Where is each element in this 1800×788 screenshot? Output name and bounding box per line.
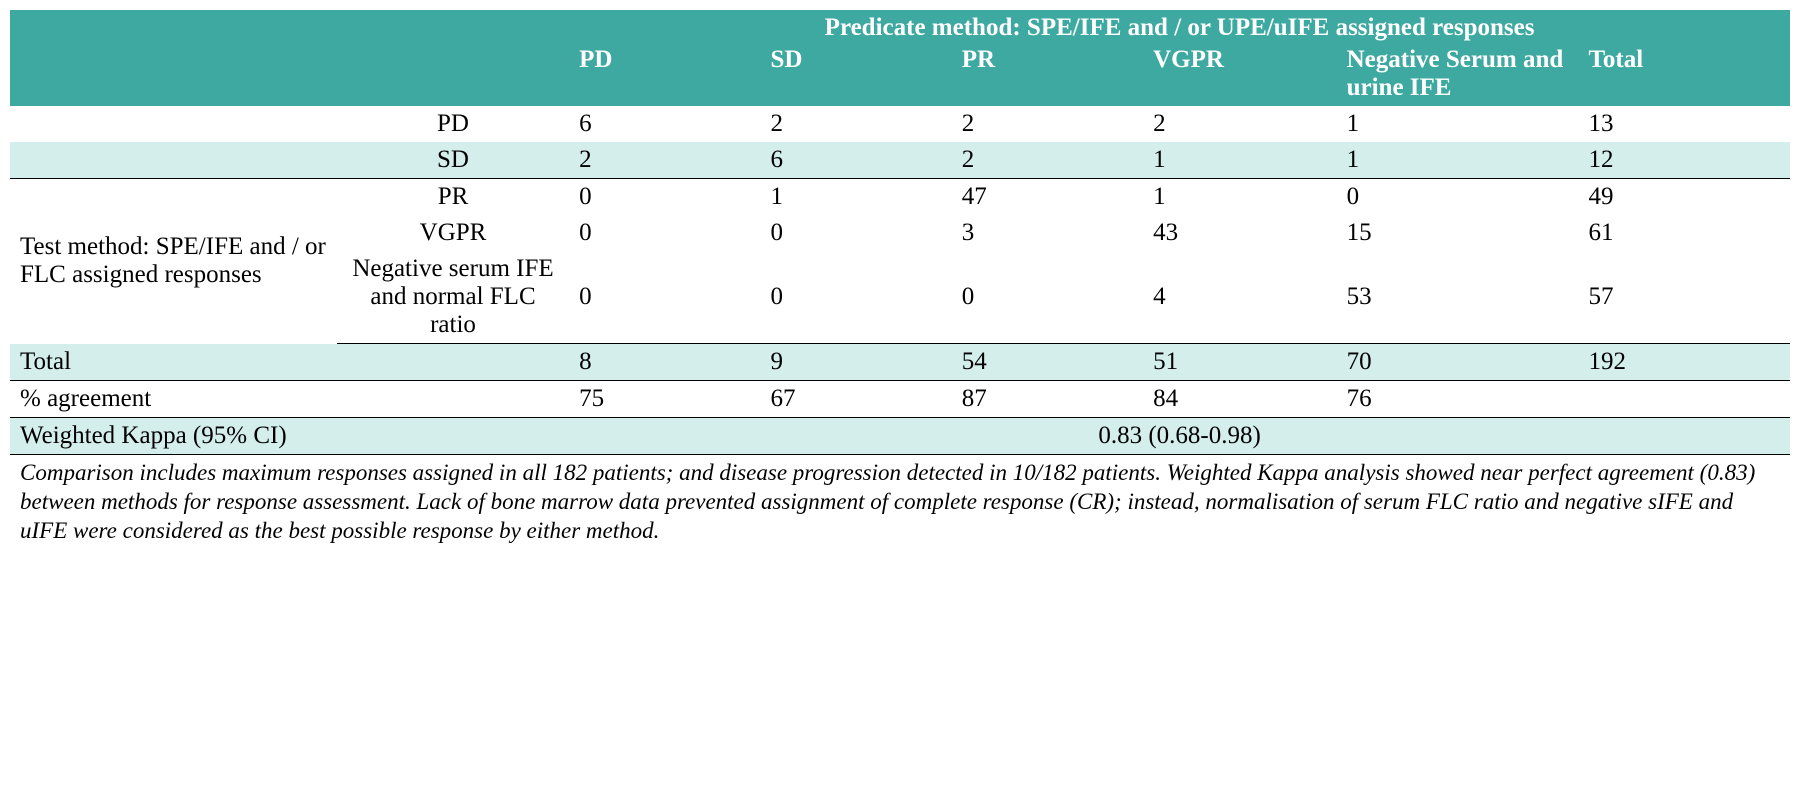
cell: 2 <box>760 106 951 142</box>
cell: 0 <box>1337 179 1579 216</box>
cell: 1 <box>1143 142 1337 179</box>
cell: 0 <box>569 215 760 251</box>
cell: 1 <box>1143 179 1337 216</box>
cell: 67 <box>760 381 951 418</box>
row-cat: VGPR <box>337 215 569 251</box>
col-pd: PD <box>569 46 760 106</box>
kappa-row: Weighted Kappa (95% CI) 0.83 (0.68-0.98) <box>10 418 1790 455</box>
col-neg: Negative Serum and urine IFE <box>1337 46 1579 106</box>
cell: 3 <box>952 215 1143 251</box>
cell: 70 <box>1337 344 1579 381</box>
cell: 0 <box>569 251 760 344</box>
agreement-label: % agreement <box>10 381 569 418</box>
table-row: PD 6 2 2 2 1 13 <box>10 106 1790 142</box>
cell <box>1579 381 1790 418</box>
table-row: SD 2 6 2 1 1 12 <box>10 142 1790 179</box>
cell: 2 <box>1143 106 1337 142</box>
table-row: Test method: SPE/IFE and / or FLC assign… <box>10 179 1790 216</box>
side-label: Test method: SPE/IFE and / or FLC assign… <box>10 179 337 344</box>
cell: 84 <box>1143 381 1337 418</box>
total-label: Total <box>10 344 569 381</box>
cell: 192 <box>1579 344 1790 381</box>
cell: 6 <box>760 142 951 179</box>
agreement-row: % agreement 75 67 87 84 76 <box>10 381 1790 418</box>
header-title-row: Predicate method: SPE/IFE and / or UPE/u… <box>10 10 1790 46</box>
cell: 12 <box>1579 142 1790 179</box>
cell: 1 <box>760 179 951 216</box>
footnote: Comparison includes maximum responses as… <box>10 455 1790 549</box>
cell: 75 <box>569 381 760 418</box>
cell: 61 <box>1579 215 1790 251</box>
cell: 47 <box>952 179 1143 216</box>
header-title: Predicate method: SPE/IFE and / or UPE/u… <box>569 10 1790 46</box>
cell: 13 <box>1579 106 1790 142</box>
header-cols-row: PD SD PR VGPR Negative Serum and urine I… <box>10 46 1790 106</box>
cell: 0 <box>760 251 951 344</box>
cell: 8 <box>569 344 760 381</box>
row-cat: PR <box>337 179 569 216</box>
cell: 87 <box>952 381 1143 418</box>
cell: 0 <box>952 251 1143 344</box>
cell: 2 <box>952 142 1143 179</box>
cell: 6 <box>569 106 760 142</box>
col-pr: PR <box>952 46 1143 106</box>
kappa-label: Weighted Kappa (95% CI) <box>10 418 569 455</box>
row-cat: PD <box>337 106 569 142</box>
cell: 0 <box>760 215 951 251</box>
cell: 76 <box>1337 381 1579 418</box>
cell: 54 <box>952 344 1143 381</box>
total-row: Total 8 9 54 51 70 192 <box>10 344 1790 381</box>
row-cat: SD <box>337 142 569 179</box>
agreement-table: Predicate method: SPE/IFE and / or UPE/u… <box>10 10 1790 455</box>
cell: 43 <box>1143 215 1337 251</box>
cell: 57 <box>1579 251 1790 344</box>
cell: 49 <box>1579 179 1790 216</box>
kappa-value: 0.83 (0.68-0.98) <box>569 418 1790 455</box>
cell: 15 <box>1337 215 1579 251</box>
cell: 1 <box>1337 142 1579 179</box>
col-vgpr: VGPR <box>1143 46 1337 106</box>
cell: 0 <box>569 179 760 216</box>
cell: 2 <box>569 142 760 179</box>
cell: 2 <box>952 106 1143 142</box>
cell: 53 <box>1337 251 1579 344</box>
col-sd: SD <box>760 46 951 106</box>
cell: 1 <box>1337 106 1579 142</box>
cell: 4 <box>1143 251 1337 344</box>
col-total: Total <box>1579 46 1790 106</box>
row-cat: Negative serum IFE and normal FLC ratio <box>337 251 569 344</box>
cell: 51 <box>1143 344 1337 381</box>
cell: 9 <box>760 344 951 381</box>
